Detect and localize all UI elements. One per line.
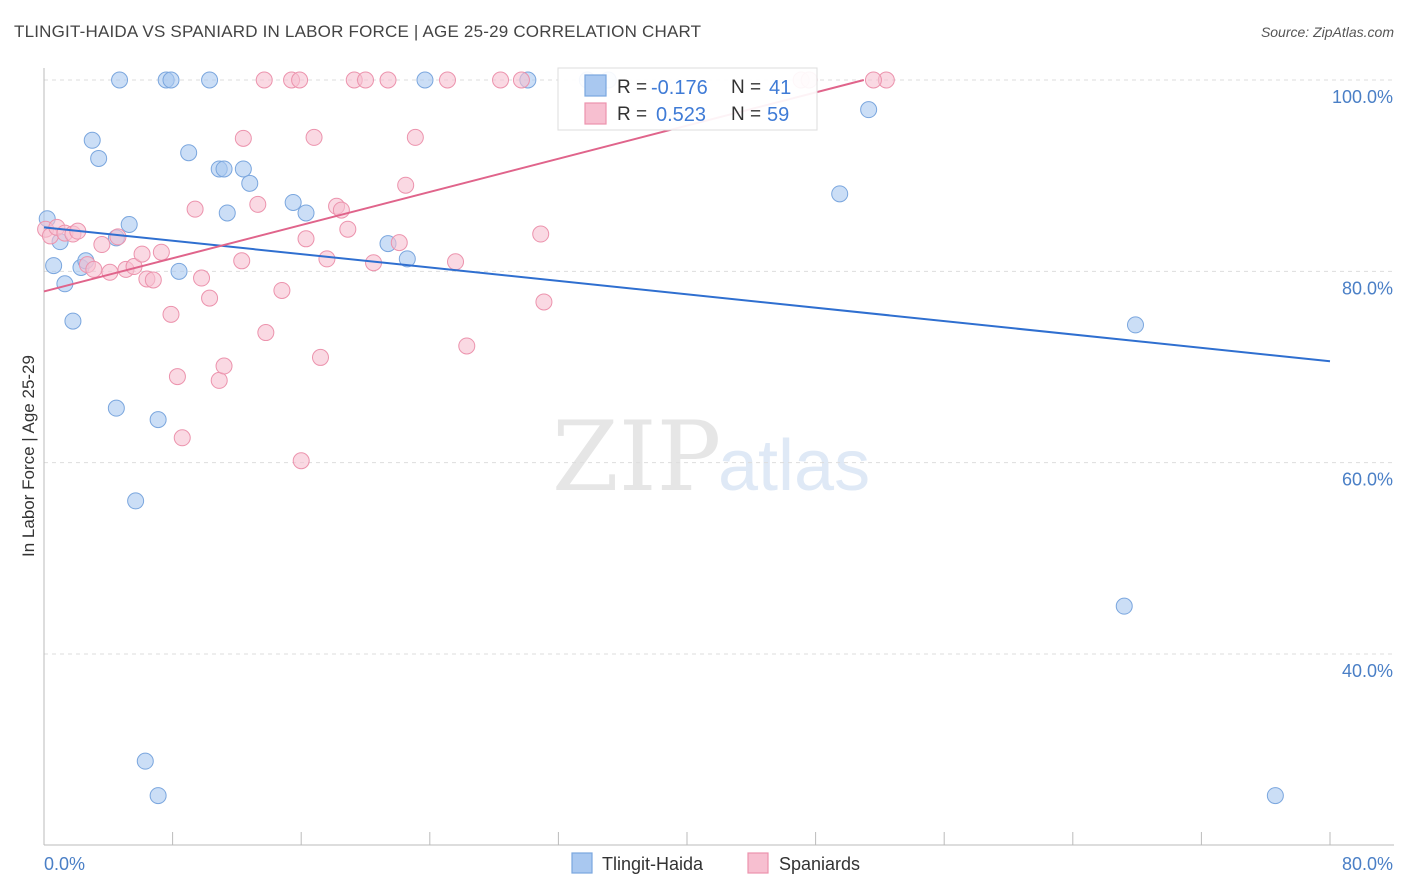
data-point xyxy=(136,752,154,770)
source-label: Source: ZipAtlas.com xyxy=(1260,24,1394,40)
data-point xyxy=(416,71,434,89)
data-point xyxy=(1266,787,1284,805)
data-point xyxy=(398,250,416,268)
data-point xyxy=(85,260,103,278)
legend-n-label-1: N = xyxy=(731,77,761,98)
data-point xyxy=(234,160,252,178)
data-point xyxy=(149,411,167,429)
data-point xyxy=(233,252,251,270)
legend-swatch-tlingit xyxy=(584,74,607,97)
data-point xyxy=(162,305,180,323)
data-point xyxy=(215,357,233,375)
data-point xyxy=(90,149,108,167)
y-tick-label: 40.0% xyxy=(1342,661,1393,681)
data-point xyxy=(120,215,138,233)
data-point xyxy=(257,324,275,342)
data-point xyxy=(162,71,180,89)
data-point xyxy=(170,262,188,280)
watermark-atlas: atlas xyxy=(718,426,870,506)
data-point xyxy=(291,71,309,89)
data-point xyxy=(406,128,424,146)
trend-line-tlingit-haida xyxy=(43,226,1331,363)
data-point xyxy=(297,204,315,222)
data-point xyxy=(144,271,162,289)
y-axis-label: In Labor Force | Age 25-29 xyxy=(19,355,38,557)
data-point xyxy=(390,234,408,252)
watermark-zip: ZIP xyxy=(552,401,721,513)
data-point xyxy=(107,399,125,417)
data-point xyxy=(357,71,374,89)
data-point xyxy=(297,230,315,248)
data-point xyxy=(458,337,476,355)
legend-n-label-2: N = xyxy=(731,104,761,125)
legend-r-label-2: R = xyxy=(617,104,647,125)
data-point xyxy=(1126,316,1144,334)
data-point xyxy=(292,452,310,470)
data-point xyxy=(864,71,882,89)
data-point xyxy=(201,71,219,89)
legend-n-value-2: 59 xyxy=(767,104,789,126)
data-point xyxy=(305,128,323,146)
legend-r-value-1: -0.176 xyxy=(651,77,708,99)
data-point xyxy=(111,71,129,89)
data-point xyxy=(397,176,415,194)
y-tick-label: 60.0% xyxy=(1342,470,1393,490)
data-point xyxy=(173,429,191,447)
y-tick-label: 100.0% xyxy=(1332,87,1393,107)
legend-n-value-1: 41 xyxy=(769,77,791,99)
data-point xyxy=(193,269,211,287)
legend-r-value-2: 0.523 xyxy=(656,104,706,126)
bottom-legend: Tlingit-Haida Spaniards xyxy=(571,852,860,874)
x-axis-ticks xyxy=(43,832,1331,845)
bottom-legend-swatch-spaniards xyxy=(747,852,769,874)
bottom-legend-label-spaniards: Spaniards xyxy=(779,854,860,874)
bottom-legend-swatch-tlingit xyxy=(571,852,593,874)
data-point xyxy=(379,71,397,89)
data-point xyxy=(535,293,553,311)
chart-title: TLINGIT-HAIDA VS SPANIARD IN LABOR FORCE… xyxy=(14,22,702,41)
data-point xyxy=(180,144,198,162)
data-point xyxy=(234,129,252,147)
data-point xyxy=(168,368,186,386)
data-point xyxy=(860,101,878,119)
data-point xyxy=(249,195,267,213)
data-point xyxy=(64,312,82,330)
data-point xyxy=(339,220,357,238)
data-point xyxy=(93,236,111,254)
data-point xyxy=(109,228,127,246)
data-point xyxy=(512,71,530,89)
data-point xyxy=(1115,597,1133,615)
top-legend: R = -0.176 N = 41 R = 0.523 N = 59 xyxy=(557,67,818,131)
data-point xyxy=(218,204,236,222)
data-point xyxy=(133,245,151,263)
data-point xyxy=(532,225,550,243)
data-point xyxy=(284,193,302,211)
data-point xyxy=(831,185,849,203)
data-point xyxy=(241,174,259,192)
data-point xyxy=(438,71,456,89)
data-point xyxy=(273,281,291,299)
data-point xyxy=(255,71,273,89)
data-point xyxy=(447,253,465,271)
data-point xyxy=(152,243,170,261)
data-point xyxy=(149,787,167,805)
data-point xyxy=(127,492,145,510)
data-point xyxy=(318,250,336,268)
data-point xyxy=(311,348,329,366)
x-tick-label-max: 80.0% xyxy=(1342,854,1393,874)
y-tick-label: 80.0% xyxy=(1342,278,1393,298)
legend-swatch-spaniards xyxy=(584,102,607,125)
data-point xyxy=(186,200,204,218)
data-point xyxy=(201,289,219,307)
data-point xyxy=(83,131,101,149)
bottom-legend-label-tlingit: Tlingit-Haida xyxy=(602,854,704,874)
y-tick-labels: 40.0% 60.0% 80.0% 100.0% xyxy=(1332,87,1393,681)
data-point xyxy=(215,160,233,178)
legend-r-label-1: R = xyxy=(617,77,647,98)
data-point xyxy=(210,371,228,389)
data-point xyxy=(492,71,510,89)
x-tick-label-min: 0.0% xyxy=(44,854,85,874)
data-point xyxy=(45,257,63,275)
